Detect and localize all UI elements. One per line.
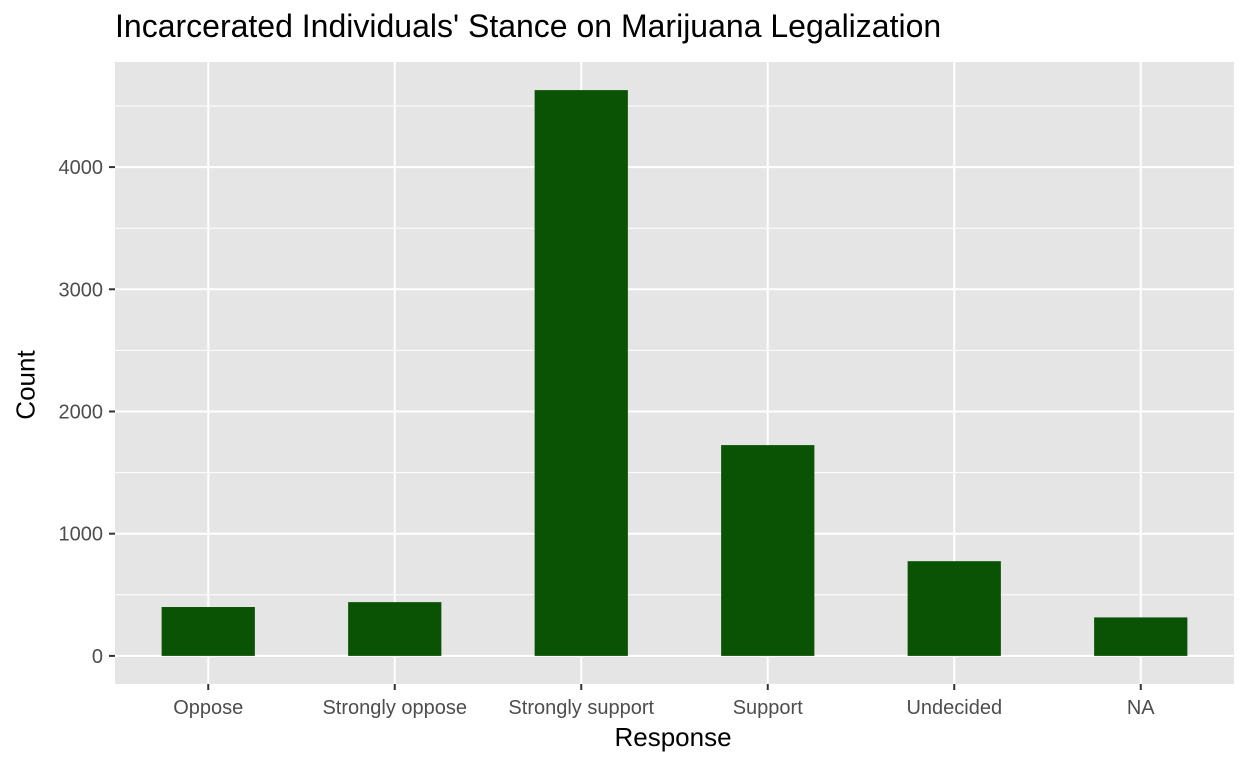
bar-strongly-support	[534, 90, 628, 656]
x-tick-label: Strongly oppose	[322, 697, 467, 719]
bar-oppose	[161, 607, 255, 656]
x-tick-label: Oppose	[173, 697, 243, 719]
x-tick-label: Undecided	[906, 697, 1002, 719]
x-axis-title: Response	[614, 722, 732, 752]
x-tick-label: Support	[733, 697, 803, 719]
chart-title: Incarcerated Individuals' Stance on Mari…	[115, 8, 942, 44]
x-tick-label: Strongly support	[508, 697, 654, 719]
y-tick-label: 2000	[59, 401, 104, 423]
y-tick-label: 4000	[59, 157, 104, 179]
y-tick-label: 1000	[59, 524, 104, 546]
bar-strongly-oppose	[348, 602, 442, 656]
minor-gridlines	[115, 105, 1234, 596]
bar-support	[721, 445, 815, 656]
y-axis: 0 1000 2000 3000 4000	[59, 157, 115, 668]
y-tick-label: 3000	[59, 279, 104, 301]
x-axis: Oppose Strongly oppose Strongly support Sup…	[173, 684, 1155, 719]
y-tick-label: 0	[92, 646, 103, 668]
x-tick-label: NA	[1127, 697, 1155, 719]
y-axis-title: Count	[10, 350, 41, 420]
bar-undecided	[907, 561, 1001, 656]
bar-na	[1094, 617, 1188, 656]
bars	[161, 90, 1188, 656]
major-gridlines	[115, 62, 1234, 684]
plot-panel-background	[115, 62, 1234, 684]
